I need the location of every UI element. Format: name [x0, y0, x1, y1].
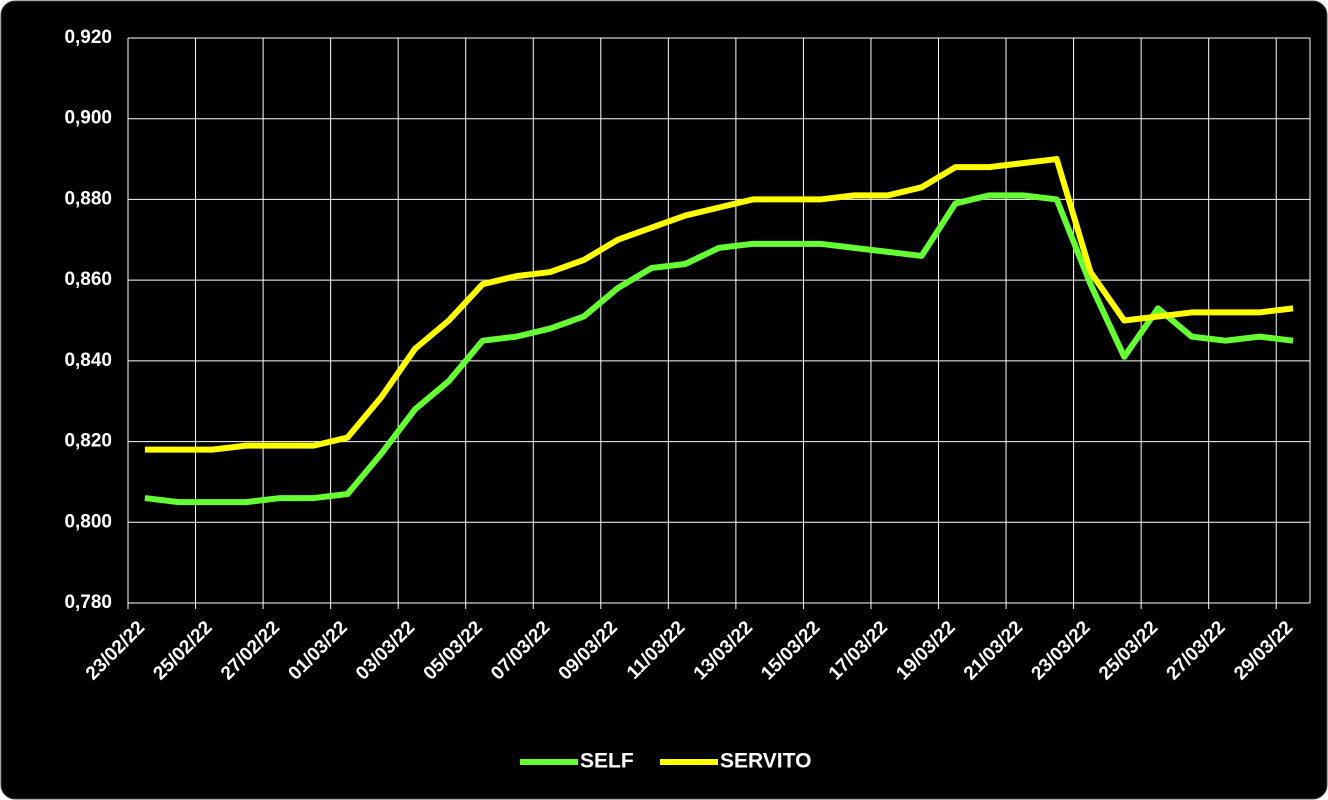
y-tick-label: 0,840	[64, 350, 112, 371]
y-tick-label: 0,800	[64, 511, 112, 532]
y-tick-label: 0,860	[64, 269, 112, 290]
series-line	[144, 156, 1294, 453]
y-tick-label: 0,880	[64, 188, 112, 209]
series-line	[144, 192, 1294, 506]
y-tick-label: 0,920	[64, 27, 112, 48]
y-tick-label: 0,900	[64, 108, 112, 129]
legend-label: SERVITO	[720, 750, 811, 773]
y-tick-label: 0,780	[64, 592, 112, 613]
y-tick-label: 0,820	[64, 431, 112, 452]
legend-label: SELF	[580, 750, 634, 773]
